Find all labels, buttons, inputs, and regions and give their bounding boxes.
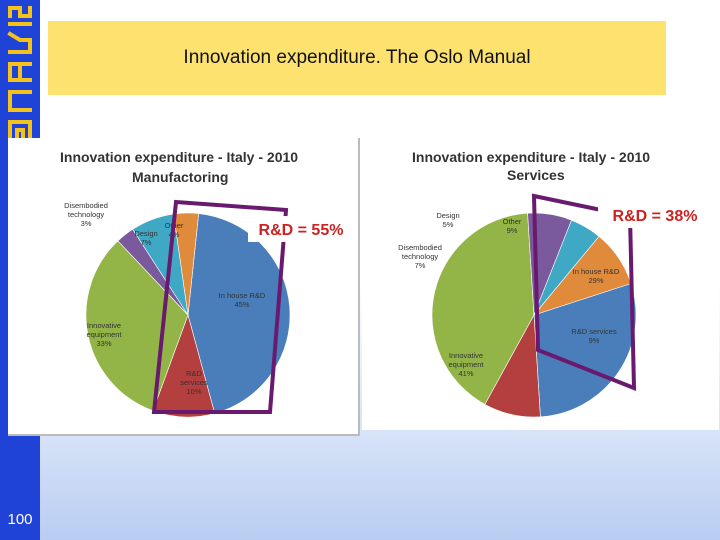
pie-slice-in-house-r-d <box>187 213 291 414</box>
data-label-innovative-equipment: Innovative equipment 41% <box>448 351 484 378</box>
data-label-other: Other 9% <box>503 217 522 235</box>
pie-chart-manufacturing: Innovation expenditure - Italy - 2010 Ma… <box>60 149 354 418</box>
pie-slice-innovative-equipment <box>431 212 535 405</box>
page-number: 100 <box>7 511 33 528</box>
data-label-disembodied-technology: Disembodied technology 7% <box>398 243 442 270</box>
data-label-r-d-services: R&D services 10% <box>180 369 208 396</box>
chart-panel-services: Innovation expenditure - Italy - 2010 Se… <box>362 138 719 430</box>
ceris-logo <box>7 6 32 156</box>
rd-highlight-frame <box>151 199 289 414</box>
title-banner: Innovation expenditure. The Oslo Manual <box>48 21 666 95</box>
chart-title-line2: Manufactoring <box>132 169 228 185</box>
rd-highlight-label: R&D = 38% <box>613 208 698 225</box>
pie-chart-services: Innovation expenditure - Italy - 2010 Se… <box>398 149 712 418</box>
chart-panel-manufacturing: Innovation expenditure - Italy - 2010 Ma… <box>8 138 360 436</box>
rd-highlight-label: R&D = 55% <box>259 222 344 239</box>
chart-title-line1: Innovation expenditure - Italy - 2010 <box>60 149 298 165</box>
pie-slice-in-house-r-d <box>533 283 637 418</box>
pie-slice-innovative-equipment <box>85 240 189 412</box>
data-label-disembodied-technology: Disembodied technology 3% <box>64 201 108 228</box>
data-label-design: Design 5% <box>436 211 459 229</box>
chart-title-line1: Innovation expenditure - Italy - 2010 <box>412 149 650 165</box>
slide-title: Innovation expenditure. The Oslo Manual <box>183 47 531 68</box>
chart-title-line2: Services <box>507 167 565 183</box>
data-label-innovative-equipment: Innovative equipment 33% <box>86 321 122 348</box>
data-label-in-house-r-d: In house R&D 45% <box>219 291 266 309</box>
data-label-design: Design 7% <box>134 229 157 247</box>
data-label-r-d-services: R&D services 9% <box>571 327 617 345</box>
data-label-in-house-r-d: In house R&D 29% <box>573 267 620 285</box>
rd-highlight-box <box>248 216 354 242</box>
rd-highlight-box <box>598 202 712 228</box>
